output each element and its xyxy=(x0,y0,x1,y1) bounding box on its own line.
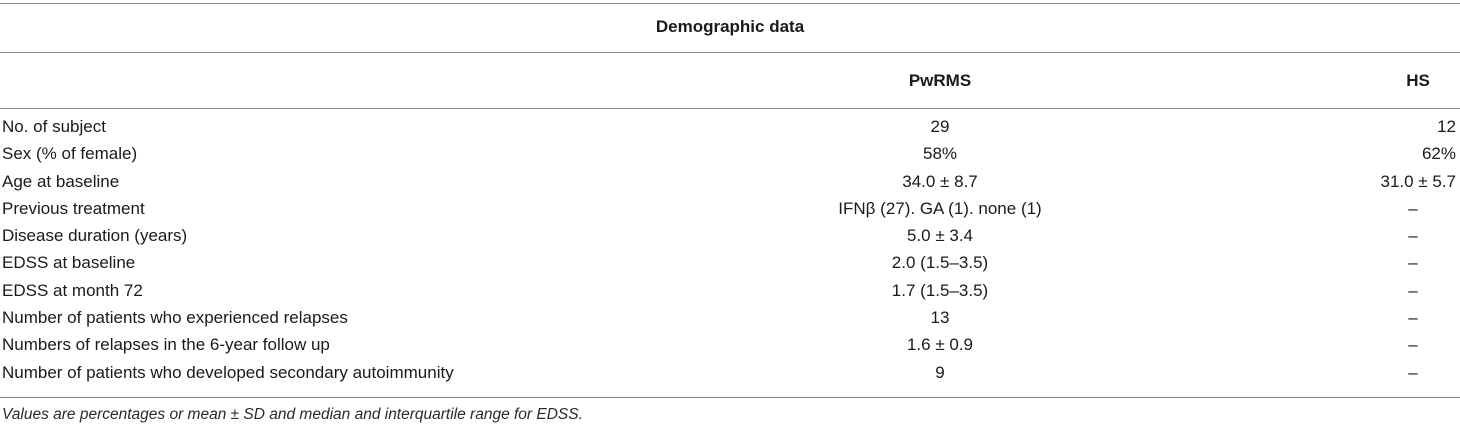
table-row: Number of patients who experienced relap… xyxy=(0,304,1460,331)
cell-pwrms: 13 xyxy=(930,308,950,328)
table-row: Previous treatment IFNβ (27). GA (1). no… xyxy=(0,195,1460,222)
table-row: EDSS at month 72 1.7 (1.5–3.5) – xyxy=(0,277,1460,304)
cell-hs: – xyxy=(1408,308,1418,328)
row-label: Sex (% of female) xyxy=(2,144,138,164)
cell-hs: – xyxy=(1408,198,1418,218)
column-header-pwrms: PwRMS xyxy=(908,71,972,90)
table-top-rule xyxy=(0,3,1460,4)
row-label: No. of subject xyxy=(2,117,106,136)
cell-pwrms: 9 xyxy=(935,362,945,382)
table-row: Age at baseline 34.0 ± 8.7 31.0 ± 5.7 xyxy=(0,168,1460,195)
cell-hs: 31.0 ± 5.7 xyxy=(1380,171,1457,191)
row-label: EDSS at month 72 xyxy=(2,280,143,300)
title-divider xyxy=(0,52,1460,53)
table-body: No. of subject 29 12 Sex (% of female) 5… xyxy=(0,113,1460,386)
cell-hs: – xyxy=(1408,226,1418,246)
table-row: Number of patients who developed seconda… xyxy=(0,359,1460,386)
cell-pwrms: 58% xyxy=(922,144,958,164)
row-label: EDSS at baseline xyxy=(2,253,136,273)
table-bottom-rule xyxy=(0,397,1460,398)
cell-pwrms: IFNβ (27). GA (1). none (1) xyxy=(838,198,1042,218)
row-label: Previous treatment xyxy=(2,198,145,218)
cell-pwrms: 29 xyxy=(930,117,950,136)
cell-hs: – xyxy=(1408,335,1418,355)
cell-hs: – xyxy=(1408,362,1418,382)
cell-hs: 12 xyxy=(1437,117,1456,136)
row-label: Number of patients who developed seconda… xyxy=(2,362,454,382)
cell-pwrms: 1.6 ± 0.9 xyxy=(906,335,974,355)
cell-pwrms: 34.0 ± 8.7 xyxy=(902,171,978,191)
table-row: Disease duration (years) 5.0 ± 3.4 – xyxy=(0,222,1460,249)
row-label: Numbers of relapses in the 6-year follow… xyxy=(2,335,330,355)
table-row: No. of subject 29 12 xyxy=(0,113,1460,140)
cell-hs: 62% xyxy=(1421,144,1456,164)
row-label: Number of patients who experienced relap… xyxy=(2,308,348,328)
column-header-hs: HS xyxy=(1406,71,1430,90)
table-row: EDSS at baseline 2.0 (1.5–3.5) – xyxy=(0,249,1460,276)
table-row: Sex (% of female) 58% 62% xyxy=(0,140,1460,167)
header-divider xyxy=(0,108,1460,109)
row-label: Disease duration (years) xyxy=(2,226,188,246)
table-footnote: Values are percentages or mean ± SD and … xyxy=(2,406,583,423)
table-row: Numbers of relapses in the 6-year follow… xyxy=(0,331,1460,358)
cell-pwrms: 5.0 ± 3.4 xyxy=(906,226,974,246)
cell-pwrms: 1.7 (1.5–3.5) xyxy=(891,280,989,300)
table-title: Demographic data xyxy=(655,17,805,36)
cell-hs: – xyxy=(1408,280,1418,300)
cell-hs: – xyxy=(1408,253,1418,273)
row-label: Age at baseline xyxy=(2,171,120,191)
cell-pwrms: 2.0 (1.5–3.5) xyxy=(891,253,989,273)
